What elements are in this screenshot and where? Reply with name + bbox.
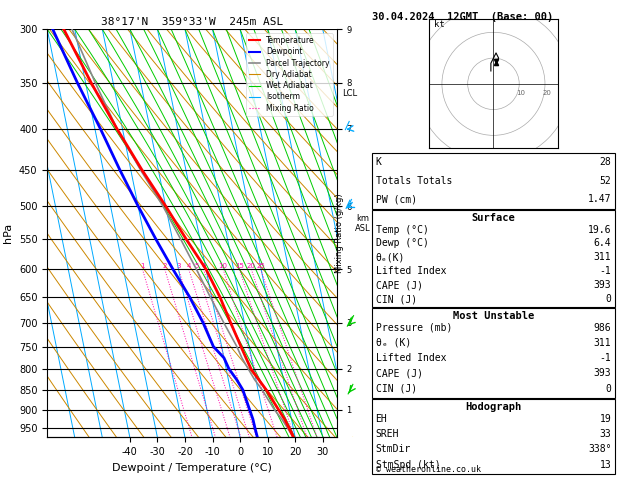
Title: 38°17'N  359°33'W  245m ASL: 38°17'N 359°33'W 245m ASL — [101, 17, 283, 27]
Text: 1.47: 1.47 — [588, 194, 611, 204]
Text: 6: 6 — [201, 263, 206, 269]
Text: Hodograph: Hodograph — [465, 402, 521, 412]
Text: Lifted Index: Lifted Index — [376, 353, 446, 363]
Text: 15: 15 — [235, 263, 244, 269]
Text: 30.04.2024  12GMT  (Base: 00): 30.04.2024 12GMT (Base: 00) — [372, 12, 554, 22]
Text: Lifted Index: Lifted Index — [376, 266, 446, 277]
Text: 10: 10 — [516, 90, 526, 96]
Text: 1: 1 — [140, 263, 145, 269]
Text: CIN (J): CIN (J) — [376, 294, 416, 304]
Text: CIN (J): CIN (J) — [376, 384, 416, 394]
Text: Temp (°C): Temp (°C) — [376, 225, 428, 235]
Text: -1: -1 — [599, 353, 611, 363]
Text: θₑ(K): θₑ(K) — [376, 252, 405, 262]
Y-axis label: km
ASL: km ASL — [355, 214, 370, 233]
Text: 393: 393 — [594, 280, 611, 290]
Text: 19: 19 — [599, 414, 611, 424]
Legend: Temperature, Dewpoint, Parcel Trajectory, Dry Adiabat, Wet Adiabat, Isotherm, Mi: Temperature, Dewpoint, Parcel Trajectory… — [245, 33, 333, 116]
Text: 6.4: 6.4 — [594, 239, 611, 248]
Text: 20: 20 — [542, 90, 551, 96]
Text: © weatheronline.co.uk: © weatheronline.co.uk — [376, 465, 481, 474]
Text: 28: 28 — [599, 157, 611, 167]
Text: 13: 13 — [599, 460, 611, 470]
Text: 52: 52 — [599, 175, 611, 186]
Text: 5: 5 — [194, 263, 199, 269]
Text: 311: 311 — [594, 338, 611, 348]
Text: CAPE (J): CAPE (J) — [376, 280, 423, 290]
Text: Most Unstable: Most Unstable — [453, 311, 534, 321]
Text: CAPE (J): CAPE (J) — [376, 368, 423, 379]
Text: 19.6: 19.6 — [588, 225, 611, 235]
Text: Dewp (°C): Dewp (°C) — [376, 239, 428, 248]
Text: 338°: 338° — [588, 444, 611, 454]
Text: StmDir: StmDir — [376, 444, 411, 454]
Text: 986: 986 — [594, 323, 611, 333]
Text: -1: -1 — [599, 266, 611, 277]
Text: EH: EH — [376, 414, 387, 424]
Text: Mixing Ratio (g/kg): Mixing Ratio (g/kg) — [335, 193, 344, 273]
Text: 2: 2 — [163, 263, 167, 269]
X-axis label: Dewpoint / Temperature (°C): Dewpoint / Temperature (°C) — [112, 463, 272, 473]
Text: 0: 0 — [606, 384, 611, 394]
Text: 311: 311 — [594, 252, 611, 262]
Text: 20: 20 — [247, 263, 256, 269]
Text: Pressure (mb): Pressure (mb) — [376, 323, 452, 333]
Text: 33: 33 — [599, 429, 611, 439]
Text: Surface: Surface — [472, 213, 515, 223]
Text: kt: kt — [434, 20, 445, 29]
Text: θₑ (K): θₑ (K) — [376, 338, 411, 348]
Text: 0: 0 — [606, 294, 611, 304]
Text: 4: 4 — [187, 263, 191, 269]
Text: 3: 3 — [176, 263, 181, 269]
Text: 393: 393 — [594, 368, 611, 379]
Text: Totals Totals: Totals Totals — [376, 175, 452, 186]
Text: StmSpd (kt): StmSpd (kt) — [376, 460, 440, 470]
Text: 10: 10 — [219, 263, 228, 269]
Y-axis label: hPa: hPa — [3, 223, 13, 243]
Text: K: K — [376, 157, 381, 167]
Text: 25: 25 — [257, 263, 265, 269]
Text: LCL: LCL — [342, 89, 357, 98]
Text: PW (cm): PW (cm) — [376, 194, 416, 204]
Text: SREH: SREH — [376, 429, 399, 439]
